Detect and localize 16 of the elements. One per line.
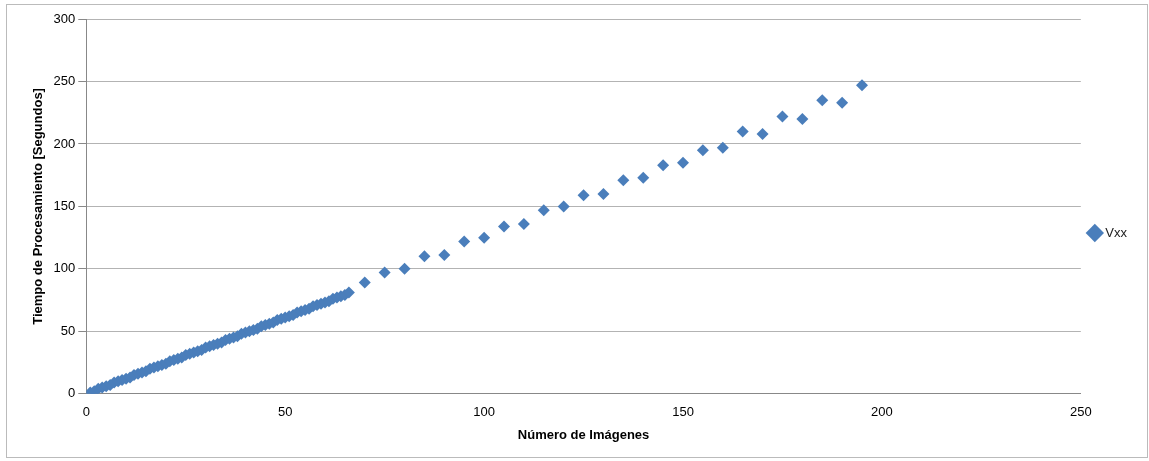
x-tick-label: 0 [82,404,90,420]
x-tick-label: 50 [277,404,293,420]
y-tick-label: 250 [53,73,76,89]
y-tick-label: 50 [60,322,76,338]
legend-label: Vxx [1105,224,1128,240]
y-tick-label: 150 [53,197,76,213]
x-tick-label: 100 [473,404,495,420]
y-tick-label: 300 [53,10,76,26]
x-tick-label: 200 [871,404,893,420]
y-tick-label: 0 [68,385,76,401]
y-tick-label: 100 [53,260,76,276]
x-axis-title: Número de Imágenes [517,426,650,442]
x-tick-label: 150 [672,404,694,420]
x-tick-label: 250 [1069,404,1092,420]
y-tick-label: 200 [53,135,76,151]
y-axis-title: Tiempo de Procesamiento [Segundos] [30,88,46,325]
